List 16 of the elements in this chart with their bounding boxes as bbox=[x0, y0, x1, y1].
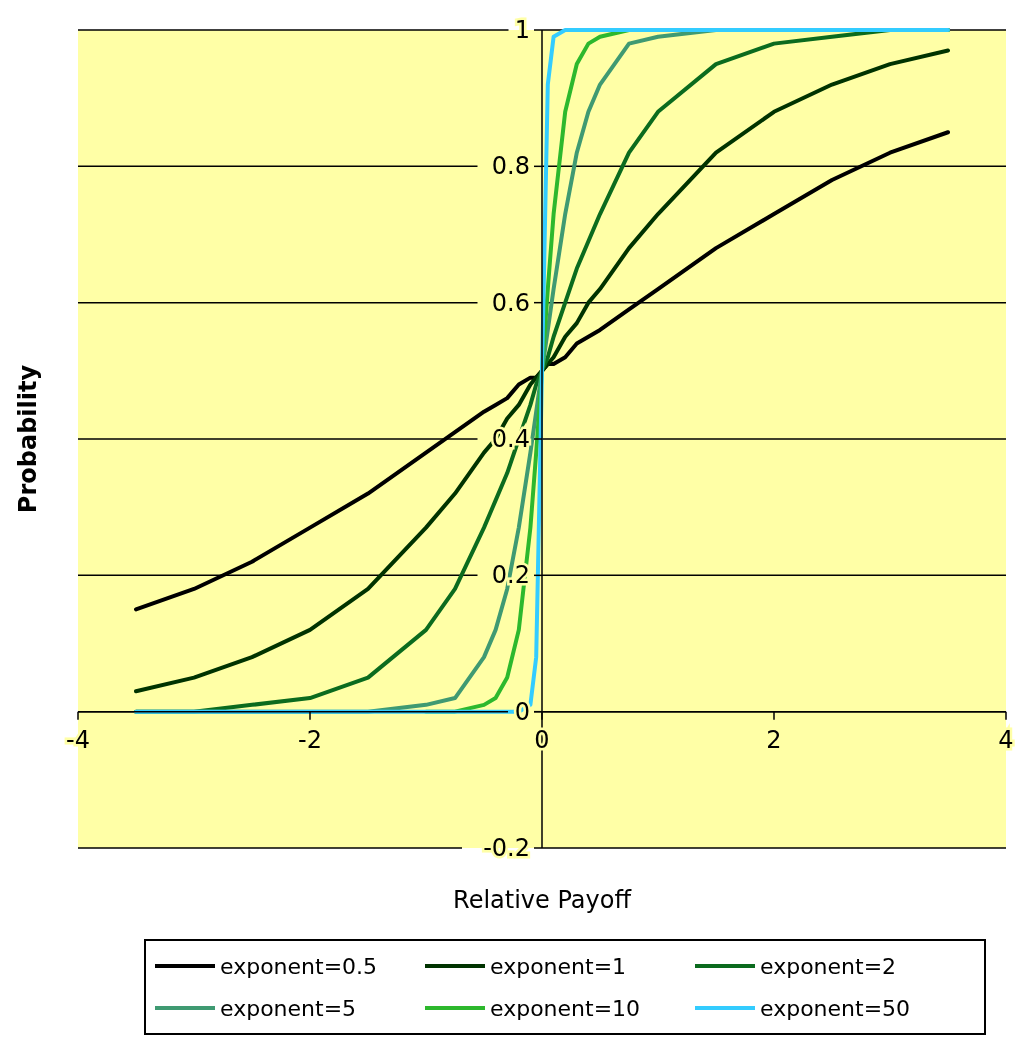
legend-label: exponent=50 bbox=[760, 996, 911, 1021]
x-tick-label: -2 bbox=[298, 725, 322, 754]
legend-label: exponent=5 bbox=[220, 996, 357, 1021]
y-axis-title: Probability bbox=[14, 364, 42, 514]
x-axis-title: Relative Payoff bbox=[453, 886, 632, 914]
y-tick-label: 0.6 bbox=[491, 288, 530, 317]
legend-label: exponent=1 bbox=[490, 954, 627, 979]
x-tick-label: 2 bbox=[766, 725, 782, 754]
x-tick-label: -4 bbox=[66, 725, 90, 754]
x-tick-label: 4 bbox=[998, 725, 1014, 754]
y-tick-label: -0.2 bbox=[483, 834, 530, 862]
y-tick-label: 0.8 bbox=[491, 152, 530, 181]
legend-label: exponent=2 bbox=[760, 954, 897, 979]
legend-label: exponent=10 bbox=[490, 996, 641, 1021]
legend-label: exponent=0.5 bbox=[220, 954, 378, 979]
y-tick-label: 1 bbox=[514, 16, 530, 44]
